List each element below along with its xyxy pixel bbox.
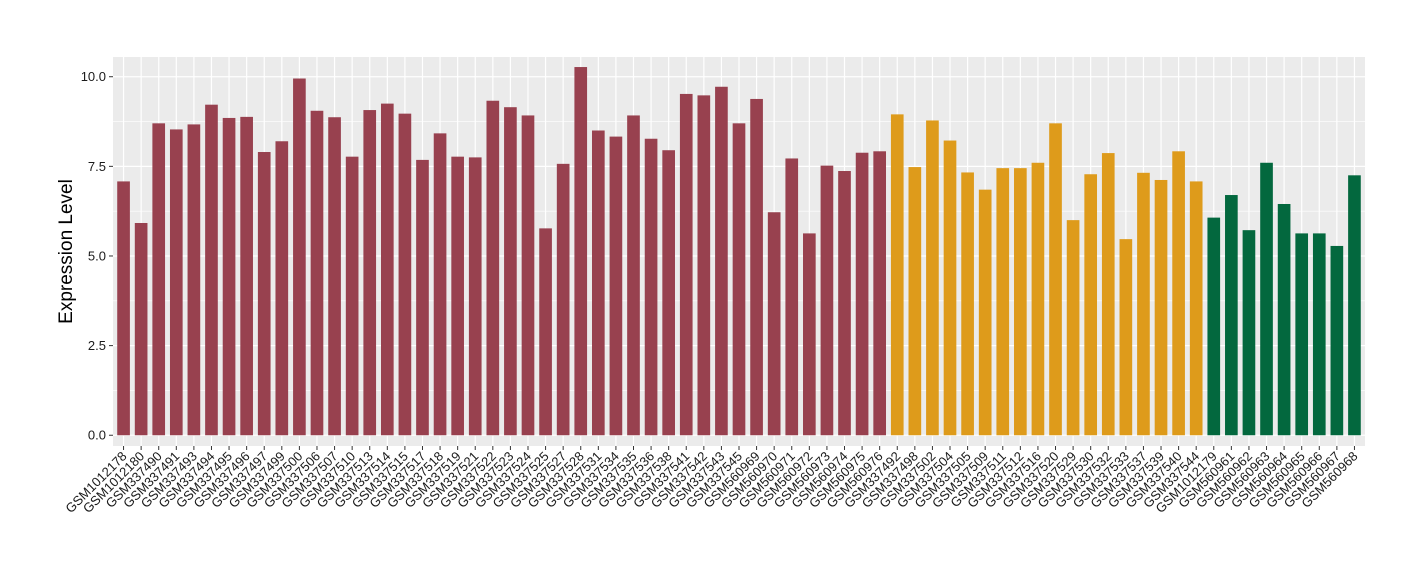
y-axis: 0.0 2.5 5.0 7.5 10.0 [81, 69, 113, 443]
bar-GSM337520 [1049, 123, 1062, 436]
bar-GSM337543 [715, 86, 728, 436]
bar-GSM337490 [152, 123, 166, 436]
bar-GSM337497 [257, 152, 271, 436]
bar-GSM1012179 [1207, 217, 1221, 436]
bar-GSM337541 [679, 93, 693, 436]
bar-GSM337517 [416, 159, 429, 436]
bar-GSM337545 [732, 123, 746, 436]
bar-GSM560970 [767, 212, 781, 436]
y-tick-label: 5.0 [88, 248, 106, 263]
bar-GSM337492 [890, 114, 904, 436]
bar-GSM560968 [1348, 175, 1361, 436]
bar-GSM337518 [433, 133, 447, 436]
bar-GSM337510 [345, 156, 359, 436]
bar-GSM337498 [908, 167, 922, 436]
bar-GSM337507 [328, 117, 341, 436]
bar-GSM337493 [187, 124, 201, 436]
bar-GSM337515 [398, 113, 412, 436]
bar-GSM560967 [1330, 245, 1344, 436]
bar-GSM337527 [556, 163, 570, 436]
bar-GSM337533 [1119, 239, 1133, 436]
y-tick-label: 10.0 [81, 69, 106, 84]
bar-GSM337535 [627, 115, 640, 436]
bar-GSM560976 [873, 151, 887, 436]
bar-GSM337506 [310, 110, 324, 436]
bar-GSM560975 [855, 152, 869, 436]
bar-GSM337505 [961, 172, 974, 436]
bar-GSM560962 [1242, 230, 1256, 436]
bar-GSM337495 [222, 117, 236, 436]
bar-GSM337528 [574, 67, 588, 436]
bar-GSM337537 [1137, 172, 1150, 436]
bars [117, 67, 1361, 436]
bar-GSM337509 [978, 189, 992, 436]
bar-GSM337494 [205, 104, 218, 436]
bar-GSM560972 [803, 233, 816, 436]
bar-GSM337499 [275, 141, 289, 436]
bar-GSM337496 [240, 116, 253, 436]
bar-GSM337502 [926, 120, 939, 436]
bar-GSM337540 [1172, 151, 1185, 436]
bar-GSM337538 [662, 150, 675, 436]
bar-GSM337519 [451, 156, 464, 436]
bar-GSM337514 [380, 103, 394, 436]
bar-GSM560971 [785, 158, 799, 436]
bar-GSM337521 [468, 157, 482, 436]
bar-GSM337504 [943, 140, 957, 436]
bar-GSM337530 [1084, 174, 1098, 436]
bar-GSM337523 [504, 107, 517, 436]
y-tick-label: 2.5 [88, 338, 106, 353]
bar-GSM337544 [1189, 181, 1203, 436]
x-axis: GSM1012178GSM1012180GSM337490GSM337491GS… [62, 446, 1361, 516]
bar-GSM560964 [1277, 203, 1291, 436]
bar-GSM337500 [293, 78, 306, 436]
bar-GSM337491 [169, 129, 183, 436]
bar-GSM337539 [1154, 179, 1168, 436]
bar-GSM337531 [591, 130, 605, 436]
y-tick-label: 0.0 [88, 428, 106, 443]
bar-GSM337536 [644, 138, 658, 436]
bar-GSM337522 [486, 100, 500, 436]
bar-GSM337524 [521, 115, 535, 436]
bar-GSM560974 [838, 171, 851, 436]
bar-GSM560963 [1260, 162, 1273, 436]
bar-GSM337532 [1101, 153, 1115, 436]
bar-GSM337513 [363, 110, 377, 436]
bar-GSM337529 [1066, 220, 1080, 436]
bar-GSM337542 [697, 95, 711, 436]
bar-GSM560966 [1312, 233, 1326, 436]
bar-GSM1012180 [134, 222, 148, 436]
bar-GSM560969 [750, 98, 763, 436]
bar-GSM337512 [1014, 168, 1027, 436]
y-axis-title: Expression Level [56, 179, 77, 324]
bar-GSM337525 [539, 228, 552, 436]
bar-GSM560973 [820, 165, 834, 436]
bar-GSM337516 [1031, 162, 1045, 436]
y-tick-label: 7.5 [88, 159, 106, 174]
bar-GSM337511 [996, 168, 1010, 436]
bar-GSM1012178 [117, 181, 130, 436]
bar-GSM337534 [609, 136, 623, 436]
bar-GSM560965 [1295, 233, 1309, 436]
bar-GSM560961 [1225, 195, 1238, 436]
